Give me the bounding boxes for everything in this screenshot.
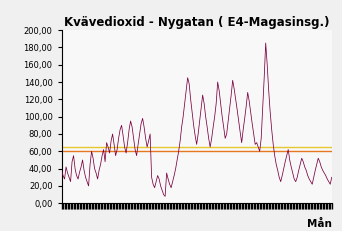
- Title: Kvävedioxid - Nygatan ( E4-Magasinsg.): Kvävedioxid - Nygatan ( E4-Magasinsg.): [64, 16, 329, 29]
- Text: Mån: Mån: [307, 219, 332, 229]
